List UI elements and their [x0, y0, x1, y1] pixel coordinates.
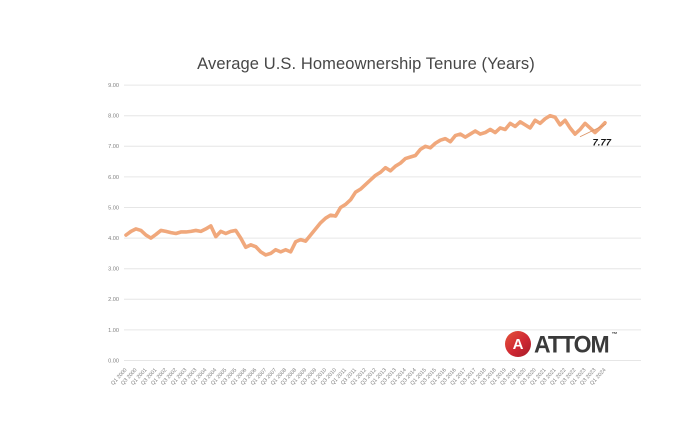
last-value-label: 7.77 — [593, 138, 612, 149]
y-axis-tick-label: 8.00 — [108, 114, 119, 120]
y-axis-tick-label: 0.00 — [108, 358, 119, 364]
y-axis-tick-label: 7.00 — [108, 144, 119, 150]
y-axis-tick-label: 9.00 — [108, 83, 119, 89]
trademark-symbol: ™ — [611, 332, 618, 338]
y-axis-tick-label: 2.00 — [108, 297, 119, 303]
y-axis-tick-label: 6.00 — [108, 175, 119, 181]
attom-logo-text: ATTOM — [534, 329, 610, 358]
chart-title: Average U.S. Homeownership Tenure (Years… — [197, 55, 535, 73]
attom-logo: A ATTOM ™ — [505, 328, 618, 360]
y-axis-tick-label: 3.00 — [108, 267, 119, 273]
attom-logo-icon: A — [505, 331, 531, 357]
y-axis-tick-label: 4.00 — [108, 236, 119, 242]
y-axis-tick-label: 5.00 — [108, 205, 119, 211]
series-line — [124, 113, 607, 257]
label-leader-line — [579, 123, 607, 138]
y-axis-tick-label: 1.00 — [108, 328, 119, 334]
